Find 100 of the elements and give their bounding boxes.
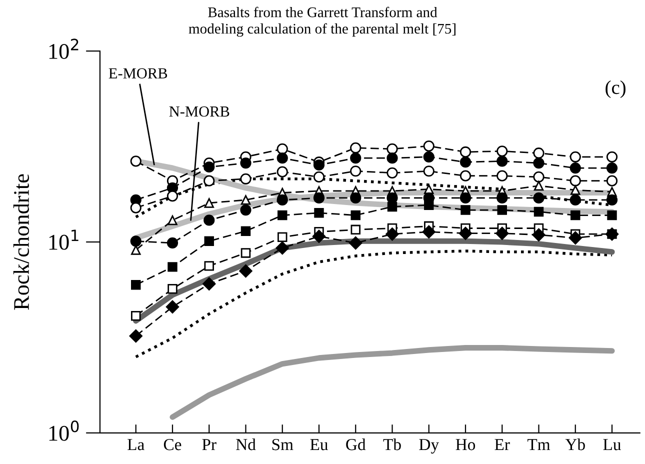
- point: [278, 210, 288, 220]
- point: [314, 208, 324, 218]
- point: [386, 152, 398, 164]
- point: [570, 175, 581, 186]
- point: [424, 184, 434, 194]
- point: [240, 248, 251, 258]
- annotation: (c): [606, 80, 626, 98]
- point: [202, 277, 216, 291]
- point: [607, 210, 617, 220]
- point: [168, 262, 178, 272]
- point: [313, 192, 325, 204]
- point: [606, 162, 618, 174]
- point: [496, 170, 508, 182]
- x-tick-label: La: [128, 439, 144, 450]
- point: [460, 205, 470, 215]
- x-tick-label: Gd: [346, 438, 366, 450]
- point: [532, 228, 546, 242]
- x-tick-label: Er: [494, 439, 510, 450]
- point: [496, 226, 509, 240]
- point: [458, 226, 472, 240]
- point: [204, 175, 215, 186]
- point: [386, 167, 398, 178]
- point: [497, 205, 507, 215]
- point: [350, 192, 362, 204]
- point: [423, 166, 434, 177]
- point: [496, 156, 508, 167]
- y-axis-title: Rock/chondrite: [13, 174, 30, 310]
- point: [422, 225, 436, 238]
- x-tick-label: Dy: [419, 439, 439, 454]
- x-tick-label: Ho: [456, 439, 476, 450]
- point: [533, 192, 544, 204]
- point: [350, 210, 360, 220]
- line-series: [134, 250, 614, 358]
- point: [130, 202, 142, 214]
- point: [276, 143, 288, 155]
- point: [350, 224, 360, 235]
- point: [131, 311, 141, 321]
- point: [166, 237, 178, 249]
- point: [460, 146, 472, 158]
- point: [204, 161, 215, 173]
- point: [568, 231, 582, 245]
- x-tick-label: Yb: [565, 438, 585, 450]
- point: [570, 210, 580, 220]
- point: [350, 166, 362, 177]
- point: [533, 158, 544, 169]
- point: [606, 175, 618, 186]
- point: [166, 300, 180, 314]
- point: [350, 152, 362, 164]
- point: [533, 171, 544, 183]
- point: [131, 245, 141, 255]
- x-tick-label: Nd: [236, 438, 256, 450]
- point: [460, 170, 472, 182]
- point: [312, 230, 326, 243]
- text: N-MORB: [169, 106, 230, 117]
- point: [424, 200, 434, 210]
- point: [278, 232, 288, 242]
- point: [204, 261, 214, 271]
- x-tick-label: Lu: [603, 439, 621, 450]
- point: [130, 156, 142, 167]
- point: [606, 194, 618, 206]
- point: [349, 236, 362, 250]
- point: [386, 227, 399, 241]
- chart-title: Basalts from the Garrett Transform and modeling calculation of the parental melt [75]: [188, 6, 456, 37]
- y-tick-label: 10$^{2}$: [49, 38, 78, 59]
- point: [240, 204, 252, 216]
- point: [460, 156, 472, 168]
- point: [570, 162, 581, 174]
- point: [204, 214, 215, 226]
- x-tick-label: Tb: [383, 438, 401, 450]
- x-tick-label: Pr: [202, 439, 216, 450]
- point: [276, 194, 288, 206]
- text: E-MORB: [108, 68, 168, 78]
- point: [423, 151, 434, 162]
- point: [496, 146, 508, 157]
- y-tick-label: 10$^{0}$: [49, 420, 79, 441]
- point: [239, 264, 252, 278]
- point: [240, 226, 251, 236]
- point: [496, 192, 508, 204]
- point: [166, 190, 178, 202]
- point: [204, 198, 214, 208]
- point: [276, 166, 288, 178]
- point: [350, 142, 362, 154]
- x-tick-label: Sm: [272, 438, 294, 450]
- point: [129, 329, 142, 343]
- x-tick-label: Eu: [310, 439, 328, 450]
- point: [313, 171, 325, 183]
- point: [276, 241, 289, 255]
- point: [423, 140, 434, 152]
- point: [534, 180, 544, 191]
- y-tick-label: 10$^{1}$: [49, 230, 78, 250]
- point: [313, 159, 325, 171]
- point: [240, 195, 251, 205]
- point: [204, 236, 214, 246]
- point: [276, 152, 288, 164]
- point: [570, 185, 580, 195]
- point: [570, 151, 581, 162]
- point: [460, 192, 472, 204]
- point: [168, 284, 178, 294]
- point: [240, 173, 252, 184]
- point: [386, 143, 398, 155]
